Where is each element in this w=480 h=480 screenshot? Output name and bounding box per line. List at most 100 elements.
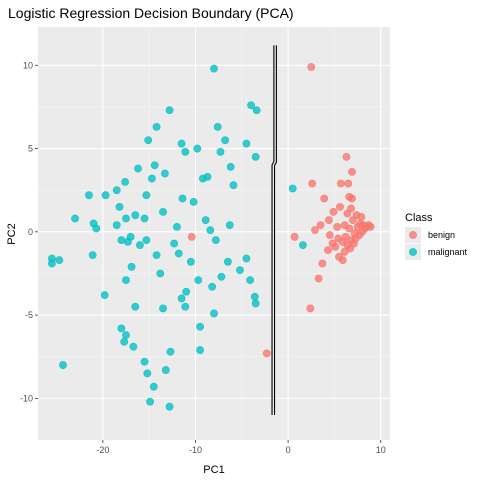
- point-benign: [308, 179, 317, 188]
- point-malignant: [115, 202, 124, 211]
- point-malignant: [152, 251, 161, 260]
- point-benign: [348, 194, 356, 203]
- point-malignant: [229, 181, 238, 190]
- point-benign: [336, 202, 344, 211]
- point-malignant: [150, 161, 159, 170]
- legend: Class benign malignant: [405, 212, 468, 260]
- point-malignant: [299, 241, 307, 250]
- point-benign: [311, 226, 319, 235]
- x-axis-ticks: -20 -10 0 10: [96, 440, 386, 455]
- point-malignant: [161, 169, 169, 178]
- point-malignant: [225, 221, 234, 230]
- point-malignant: [174, 249, 183, 258]
- point-benign: [344, 179, 353, 188]
- plot-panel: [38, 27, 390, 440]
- point-malignant: [123, 237, 132, 246]
- y-tick-label: 5: [28, 144, 33, 154]
- point-malignant: [196, 322, 205, 331]
- point-benign: [338, 256, 347, 265]
- y-tick-label: 10: [23, 60, 33, 70]
- point-malignant: [170, 239, 179, 248]
- point-malignant: [89, 219, 98, 228]
- point-malignant: [135, 241, 144, 250]
- point-malignant: [127, 262, 136, 271]
- point-malignant: [251, 152, 260, 161]
- point-malignant: [122, 214, 130, 223]
- x-tick-label: -20: [96, 445, 109, 455]
- point-malignant: [216, 147, 225, 156]
- point-malignant: [194, 276, 203, 285]
- chart-title: Logistic Regression Decision Boundary (P…: [8, 5, 294, 21]
- point-benign: [333, 222, 342, 231]
- point-malignant: [242, 139, 251, 148]
- point-benign: [340, 247, 349, 256]
- point-malignant: [121, 177, 129, 186]
- point-malignant: [159, 207, 167, 216]
- point-malignant: [166, 347, 175, 356]
- point-malignant: [165, 106, 174, 115]
- legend-key-malignant: [409, 248, 417, 256]
- point-malignant: [120, 337, 129, 346]
- legend-label-malignant: malignant: [428, 247, 468, 257]
- point-malignant: [217, 272, 226, 281]
- point-malignant: [189, 197, 198, 206]
- minor-gridlines: [38, 27, 390, 440]
- point-malignant: [88, 251, 97, 260]
- point-malignant: [165, 402, 174, 411]
- point-malignant: [71, 214, 79, 223]
- decision-boundary-inner: [272, 45, 276, 416]
- point-malignant: [134, 164, 142, 173]
- point-benign: [357, 212, 366, 221]
- point-benign: [307, 63, 316, 71]
- point-benign: [337, 179, 345, 188]
- point-malignant: [129, 342, 138, 351]
- x-tick-label: 10: [376, 445, 386, 455]
- point-malignant: [144, 136, 153, 145]
- y-axis-ticks: -10 -5 0 5 10: [20, 60, 38, 403]
- point-malignant: [117, 324, 126, 333]
- point-malignant: [148, 174, 156, 183]
- point-malignant: [131, 302, 140, 311]
- point-benign: [290, 232, 299, 241]
- y-tick-label: 0: [28, 227, 33, 237]
- point-malignant: [112, 186, 121, 195]
- point-malignant: [142, 236, 151, 245]
- point-malignant: [85, 191, 93, 200]
- point-benign: [187, 232, 196, 241]
- point-benign: [345, 224, 354, 233]
- legend-title: Class: [405, 212, 433, 224]
- point-malignant: [152, 123, 161, 131]
- point-malignant: [242, 254, 251, 263]
- point-malignant: [142, 191, 151, 200]
- point-malignant: [251, 299, 260, 308]
- point-malignant: [208, 282, 217, 291]
- point-malignant: [59, 361, 67, 369]
- point-malignant: [221, 136, 230, 145]
- point-malignant: [146, 397, 154, 406]
- decision-boundary: [271, 45, 277, 416]
- point-malignant: [196, 346, 205, 354]
- point-malignant: [122, 331, 130, 339]
- point-malignant: [178, 194, 187, 203]
- point-malignant: [47, 259, 56, 268]
- legend-label-benign: benign: [428, 230, 455, 240]
- x-axis-title: PC1: [203, 464, 224, 476]
- point-benign: [325, 231, 334, 240]
- point-malignant: [177, 294, 186, 303]
- point-malignant: [156, 269, 165, 278]
- point-malignant: [173, 222, 181, 231]
- point-malignant: [236, 266, 244, 275]
- point-malignant: [181, 302, 190, 311]
- point-benign: [329, 207, 338, 216]
- point-malignant: [193, 144, 202, 153]
- point-benign: [324, 216, 333, 225]
- point-benign: [320, 194, 329, 203]
- y-tick-label: -5: [25, 310, 33, 320]
- point-malignant: [112, 221, 121, 230]
- point-malignant: [206, 226, 215, 235]
- point-benign: [306, 304, 315, 313]
- x-tick-label: 0: [286, 445, 291, 455]
- point-malignant: [211, 236, 220, 245]
- point-benign: [328, 239, 337, 248]
- x-tick-label: -10: [189, 445, 202, 455]
